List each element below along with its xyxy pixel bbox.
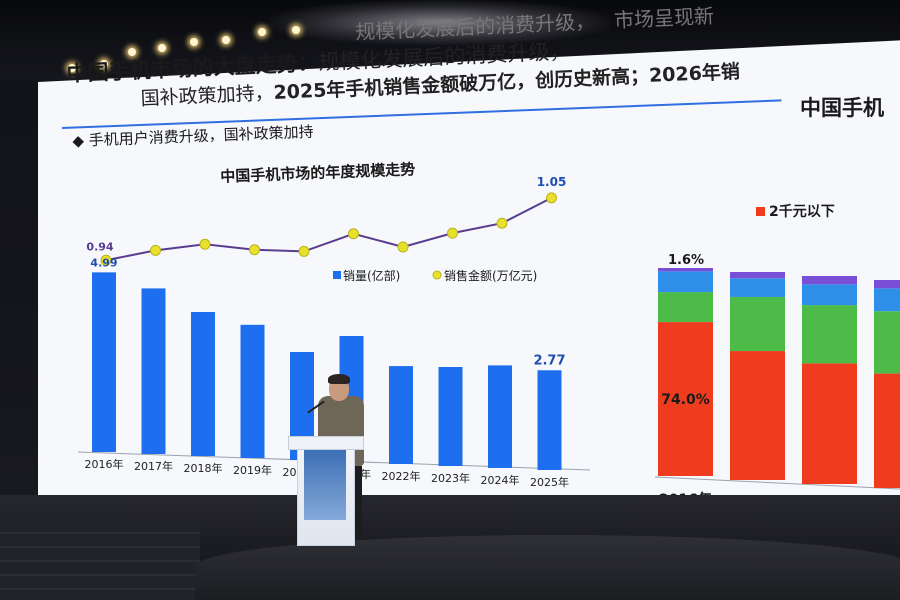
- podium-top: [288, 436, 364, 450]
- bar-2025年: [537, 370, 562, 470]
- stage-light: [258, 28, 266, 36]
- line-point-2023年: [447, 227, 458, 239]
- stage-light: [222, 36, 230, 44]
- line-point-2025年: [546, 192, 557, 204]
- stage-light: [68, 64, 76, 72]
- data-label-first-bar: 4.99: [90, 256, 117, 269]
- presenter-hair: [328, 374, 350, 384]
- legend-label-line: 销售金额(万亿元): [444, 268, 537, 283]
- stage-light: [158, 44, 166, 52]
- tick-label: 2016年: [85, 457, 124, 471]
- stage-light: [128, 48, 136, 56]
- line-point-2016年: [100, 254, 112, 266]
- podium-screen: [304, 450, 346, 520]
- stack-2016年-2: [658, 271, 713, 293]
- stack-2018年-1: [802, 305, 857, 364]
- bar-2019年: [240, 324, 265, 458]
- stack-2017年-2: [730, 278, 785, 297]
- stack-2017年-3: [730, 272, 785, 279]
- legend-swatch-bars: [333, 271, 341, 279]
- stack-2018年-3: [802, 276, 857, 285]
- line-point-2017年: [150, 244, 161, 256]
- right-chart-title: 中国手机: [800, 96, 884, 120]
- line-point-2019年: [249, 244, 260, 256]
- tick-label: 2025年: [530, 475, 569, 489]
- sales-amount-line: [105, 196, 552, 262]
- stage-light: [190, 38, 198, 46]
- tick-label: 2017年: [134, 459, 173, 473]
- stack-2018年-0: [802, 363, 857, 484]
- stack-2019年-1: [874, 311, 900, 374]
- stack-2019年-3: [874, 280, 900, 289]
- legend-label-bars: 销量(亿部): [343, 268, 400, 283]
- stack-2016年-1: [658, 292, 713, 323]
- bar-2017年: [141, 288, 166, 454]
- line-point-2018年: [199, 238, 211, 250]
- bar-2018年: [191, 312, 215, 456]
- stack-2018年-2: [802, 284, 857, 306]
- stack-2016年-3: [658, 268, 713, 272]
- data-label-1-6pct: 1.6%: [668, 253, 704, 268]
- bar-2022年: [389, 366, 413, 464]
- stage-light: [292, 26, 300, 34]
- data-label-74pct: 74.0%: [661, 392, 710, 408]
- stack-2019年-2: [874, 288, 900, 312]
- data-label-last-point: 1.05: [537, 175, 567, 189]
- legend-swatch-under-2000: [756, 207, 765, 216]
- line-point-2020年: [298, 245, 310, 257]
- price-segment-stacked-chart: 2千元以下2016年2017年2018年2019年74.0%1.6%: [654, 203, 900, 520]
- chart2-baseline: [654, 476, 900, 490]
- line-point-2024年: [496, 217, 508, 229]
- stage-light: [100, 60, 108, 68]
- bar-2024年: [488, 365, 512, 468]
- bar-2023年: [438, 367, 463, 466]
- chandelier: [270, 0, 610, 45]
- stack-2019年-0: [874, 373, 900, 488]
- tick-label: 2024年: [481, 473, 520, 487]
- chart1-title: 中国手机市场的年度规模走势: [220, 160, 416, 185]
- line-point-2022年: [397, 241, 409, 253]
- legend-swatch-line: [432, 270, 442, 280]
- stack-2017年-1: [730, 296, 785, 352]
- stack-2016年-0: [658, 322, 713, 476]
- data-label-last-bar: 2.77: [533, 353, 565, 368]
- tick-label: 2018年: [184, 461, 223, 475]
- bar-2016年: [92, 272, 116, 452]
- tick-label: 2019年: [233, 463, 272, 477]
- stack-2017年-0: [730, 351, 785, 480]
- line-point-2021年: [348, 228, 359, 240]
- tick-label: 2022年: [382, 469, 421, 483]
- legend-label-under-2000: 2千元以下: [769, 203, 835, 220]
- data-label-first-point: 0.94: [86, 240, 113, 253]
- tick-label: 2023年: [431, 471, 470, 485]
- stairs: [0, 520, 200, 600]
